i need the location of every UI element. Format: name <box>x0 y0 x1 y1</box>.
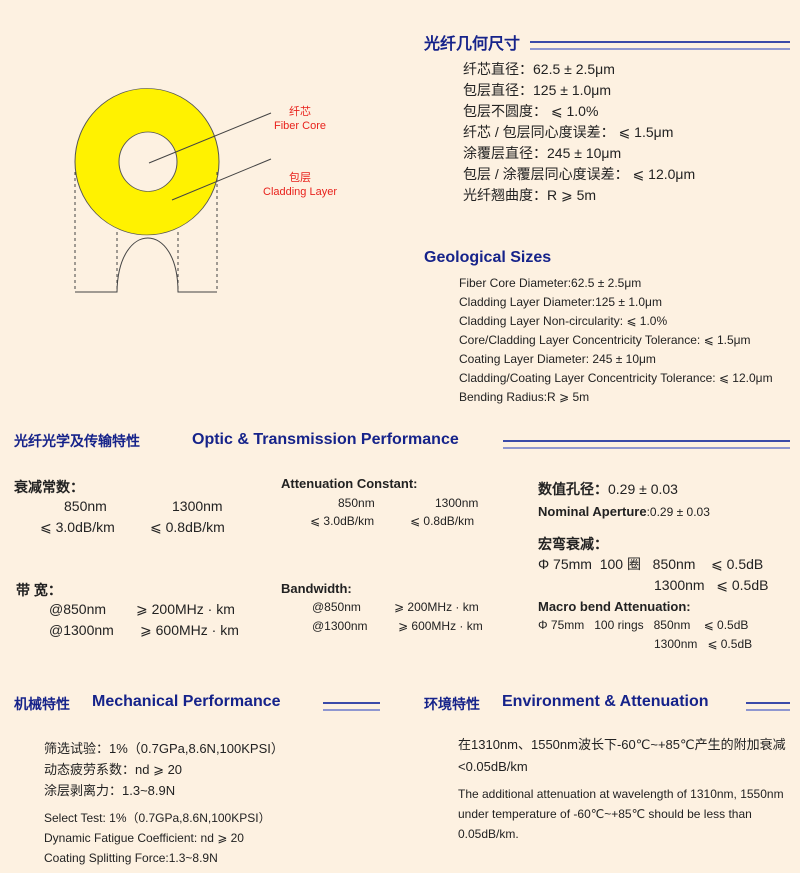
heading-rule <box>503 440 790 449</box>
attenuation-value: ⩽ 0.8dB/km <box>150 519 225 535</box>
bandwidth-wavelength: @1300nm <box>312 619 368 633</box>
attenuation-value: ⩽ 3.0dB/km <box>40 519 115 535</box>
list-item: Coating Splitting Force:1.3~8.9N <box>44 851 218 865</box>
attenuation-label-en: Attenuation Constant: <box>281 476 418 491</box>
fiber-cross-section-diagram <box>74 88 272 293</box>
list-item: Coating Layer Diameter: 245 ± 10μm <box>459 352 656 366</box>
list-item: Fiber Core Diameter:62.5 ± 2.5μm <box>459 276 642 290</box>
list-item: 动态疲劳系数：nd ⩾ 20 <box>44 762 183 777</box>
list-item: Cladding Layer Diameter:125 ± 1.0μm <box>459 295 662 309</box>
macro-bend-row: 1300nm ⩽ 0.5dB <box>654 577 769 593</box>
attenuation-value: ⩽ 0.8dB/km <box>410 514 475 528</box>
list-item: Select Test: 1%（0.7GPa,8.6N,100KPSI） <box>44 811 271 825</box>
list-item: 涂覆层直径：245 ± 10μm <box>463 145 622 161</box>
bandwidth-label-cn: 带 宽： <box>16 582 62 598</box>
bandwidth-value: ⩾ 200MHz · km <box>394 600 479 614</box>
bandwidth-wavelength: @850nm <box>49 601 107 617</box>
bandwidth-value: ⩾ 200MHz · km <box>136 601 235 617</box>
attenuation-label-cn: 衰减常数： <box>14 479 84 495</box>
mech-en-list: Select Test: 1%（0.7GPa,8.6N,100KPSI） Dyn… <box>44 808 271 868</box>
geometry-cn-list: 纤芯直径：62.5 ± 2.5μm 包层直径：125 ± 1.0μm 包层不圆度… <box>463 59 695 206</box>
bandwidth-label-en: Bandwidth: <box>281 581 352 596</box>
mech-title-en: Mechanical Performance <box>92 693 281 710</box>
bandwidth-value: ⩾ 600MHz · km <box>140 622 239 638</box>
mech-title-cn: 机械特性 <box>14 696 70 712</box>
list-item: Cladding Layer Non-circularity: ⩽ 1.0% <box>459 314 668 328</box>
cladding-label-cn: 包层 <box>289 172 311 184</box>
list-item: 纤芯 / 包层同心度误差： ⩽ 1.5μm <box>463 124 674 140</box>
wavelength: 1300nm <box>172 498 223 514</box>
list-item: 包层不圆度： ⩽ 1.0% <box>463 103 599 119</box>
list-item: 纤芯直径：62.5 ± 2.5μm <box>463 61 615 77</box>
optic-title-cn: 光纤光学及传输特性 <box>14 433 140 449</box>
macro-bend-label-cn: 宏弯衰减： <box>538 536 608 552</box>
heading-rule <box>530 41 790 50</box>
bandwidth-wavelength: @850nm <box>312 600 361 614</box>
list-item: 包层 / 涂覆层同心度误差： ⩽ 12.0μm <box>463 166 696 182</box>
bandwidth-value: ⩾ 600MHz · km <box>398 619 483 633</box>
env-title-en: Environment & Attenuation <box>502 693 709 710</box>
optic-title-en: Optic & Transmission Performance <box>192 431 459 448</box>
bandwidth-wavelength: @1300nm <box>49 622 114 638</box>
wavelength: 1300nm <box>435 496 479 510</box>
core-label-en: Fiber Core <box>274 120 326 132</box>
attenuation-value: ⩽ 3.0dB/km <box>310 514 375 528</box>
wavelength: 850nm <box>64 498 107 514</box>
geometry-title-en: Geological Sizes <box>424 249 552 266</box>
macro-bend-row: 1300nm ⩽ 0.5dB <box>654 637 753 651</box>
list-item: Bending Radius:R ⩾ 5m <box>459 390 590 404</box>
list-item: Cladding/Coating Layer Concentricity Tol… <box>459 371 773 385</box>
numerical-aperture-cn: 数值孔径：0.29 ± 0.03 <box>538 481 678 497</box>
macro-bend-row: Φ 75mm 100 rings 850nm ⩽ 0.5dB <box>538 618 749 632</box>
macro-bend-row: Φ 75mm 100 圈 850nm ⩽ 0.5dB <box>538 556 764 572</box>
fiber-core <box>118 131 178 192</box>
geometry-en-list: Fiber Core Diameter:62.5 ± 2.5μm Claddin… <box>459 274 773 407</box>
list-item: 筛选试验：1%（0.7GPa,8.6N,100KPSI） <box>44 741 284 756</box>
core-label-cn: 纤芯 <box>289 106 311 118</box>
list-item: 包层直径：125 ± 1.0μm <box>463 82 612 98</box>
heading-rule <box>323 702 380 711</box>
env-text-en: The additional attenuation at wavelength… <box>458 787 784 841</box>
cladding-label-en: Cladding Layer <box>263 186 337 198</box>
heading-rule <box>746 702 790 711</box>
env-title-cn: 环境特性 <box>424 696 480 712</box>
list-item: 涂层剥离力：1.3~8.9N <box>44 783 176 798</box>
list-item: 光纤翘曲度：R ⩾ 5m <box>463 187 597 203</box>
macro-bend-label-en: Macro bend Attenuation: <box>538 599 691 614</box>
numerical-aperture-en: Nominal Aperture:0.29 ± 0.03 <box>538 504 710 519</box>
env-text-cn: 在1310nm、1550nm波长下-60℃~+85℃产生的附加衰减<0.05dB… <box>458 737 786 774</box>
mech-cn-list: 筛选试验：1%（0.7GPa,8.6N,100KPSI） 动态疲劳系数：nd ⩾… <box>44 738 284 801</box>
geometry-title-cn: 光纤几何尺寸 <box>424 36 521 53</box>
wavelength: 850nm <box>338 496 375 510</box>
list-item: Dynamic Fatigue Coefficient: nd ⩾ 20 <box>44 831 244 845</box>
list-item: Core/Cladding Layer Concentricity Tolera… <box>459 333 751 347</box>
